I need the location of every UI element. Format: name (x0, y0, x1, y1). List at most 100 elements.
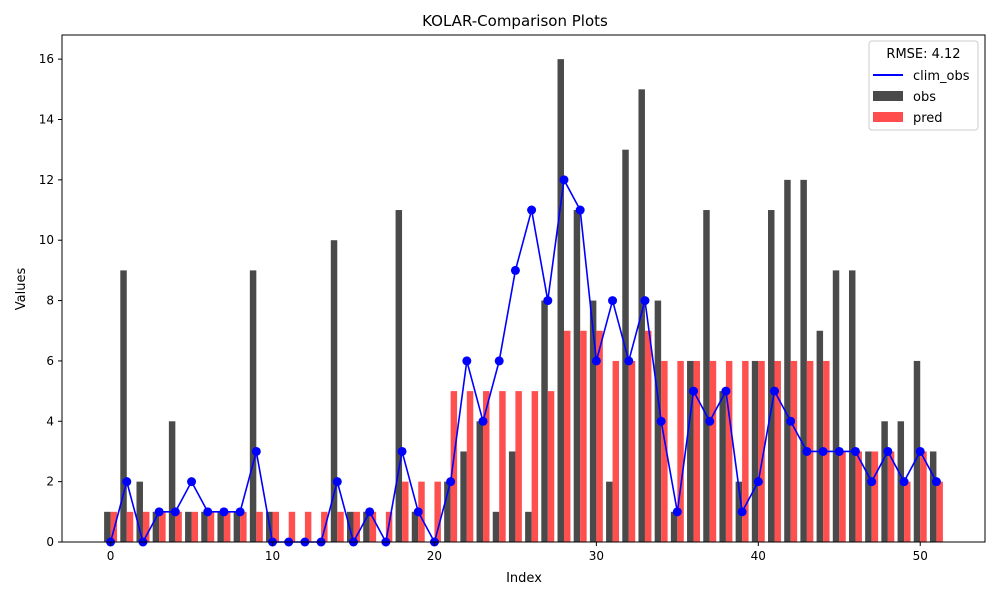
obs-bar (751, 360, 759, 542)
y-tick-label: 8 (46, 294, 54, 308)
pred-bar (661, 360, 668, 542)
y-tick-label: 14 (39, 113, 54, 127)
clim_obs-point (527, 205, 537, 215)
obs-bar (395, 210, 403, 543)
obs-bar (201, 511, 208, 542)
clim_obs-point (122, 477, 132, 487)
obs-bar (136, 481, 143, 542)
clim_obs-point (672, 507, 682, 517)
obs-bar (525, 511, 532, 542)
pred-bar (855, 451, 862, 542)
obs-bar (120, 270, 127, 542)
clim_obs-point (850, 446, 860, 456)
pred-bar (709, 360, 717, 542)
clim_obs-point (899, 477, 909, 487)
clim_obs-point (721, 386, 731, 396)
clim_obs-point (332, 477, 342, 487)
clim_obs-point (802, 446, 812, 456)
clim_obs-point (656, 416, 666, 426)
pred-bar (839, 451, 846, 542)
pred-bar (612, 360, 620, 542)
y-tick-label: 0 (46, 535, 54, 549)
obs-bar (363, 511, 370, 542)
obs-bar (217, 511, 224, 542)
clim_obs-point (753, 477, 763, 487)
obs-bar (104, 511, 111, 542)
clim_obs-point (834, 446, 844, 456)
pred-bar (563, 330, 571, 542)
pred-bar (256, 511, 263, 542)
obs-bar (589, 300, 597, 542)
clim_obs-point (397, 446, 407, 456)
pred-bar (159, 511, 166, 542)
clim_obs-point (235, 507, 245, 517)
obs-bar (557, 59, 564, 542)
obs-bar (573, 210, 581, 543)
x-tick-label: 40 (751, 549, 766, 563)
obs-bar (816, 330, 824, 542)
x-tick-label: 50 (913, 549, 928, 563)
pred-bar (142, 511, 150, 542)
obs-bar (784, 179, 791, 543)
obs-bar (703, 210, 710, 543)
clim_obs-line (109, 177, 938, 545)
pred-bar (466, 391, 474, 542)
obs-bar (233, 511, 241, 542)
pred-bar (677, 360, 684, 542)
x-axis: 0 10 20 30 40 50 (107, 542, 928, 563)
pred-bar (191, 511, 199, 542)
obs-bar (865, 451, 872, 542)
chart-title: KOLAR-Comparison Plots (422, 12, 608, 30)
pred-bar (402, 481, 409, 542)
clim_obs-point (446, 477, 456, 487)
x-tick-label: 20 (427, 549, 442, 563)
legend-label-pred: pred (913, 111, 943, 126)
clim_obs-point (883, 446, 893, 456)
obs-bar (476, 421, 484, 542)
clim_obs-point (170, 507, 180, 517)
pred-bar (725, 360, 733, 542)
legend-label-clim_obs: clim_obs (913, 69, 970, 84)
pred-bar (223, 511, 231, 542)
pred-bar (531, 391, 539, 542)
clim_obs-point (413, 507, 423, 517)
clim_obs-point (640, 296, 650, 306)
clim_obs-point (219, 507, 229, 517)
bars-layer (104, 59, 943, 543)
clim_obs-point (689, 386, 699, 396)
clim_obs-point (575, 205, 585, 215)
pred-bar (207, 511, 215, 542)
clim_obs-point (543, 296, 553, 306)
line-layer (106, 175, 941, 547)
pred-bar (580, 330, 587, 542)
clim_obs-point (867, 477, 877, 487)
y-tick-label: 10 (39, 233, 54, 247)
clim_obs-point (915, 446, 925, 456)
x-axis-label: Index (506, 571, 542, 586)
pred-bar (790, 360, 798, 542)
clim_obs-point (187, 477, 197, 487)
x-tick-label: 30 (589, 549, 604, 563)
obs-bar (249, 270, 257, 542)
clim_obs-point (608, 296, 618, 306)
obs-bar (541, 300, 548, 542)
pred-bar (871, 451, 879, 542)
obs-bar (508, 451, 516, 542)
y-axis-label: Values (14, 268, 29, 311)
pred-bar (515, 391, 522, 542)
pred-bar (337, 511, 344, 542)
pred-bar (288, 511, 296, 542)
pred-bar (499, 391, 506, 542)
pred-bar (434, 481, 441, 542)
pred-bar (758, 360, 765, 542)
clim_obs-point (786, 416, 796, 426)
clim_obs-point (931, 477, 941, 487)
obs-bar (881, 421, 888, 542)
clim_obs-point (624, 356, 634, 366)
obs-bar (330, 240, 338, 542)
pred-bar (353, 511, 360, 542)
y-axis: 0 2 4 6 8 10 12 14 16 (39, 52, 62, 549)
x-tick-label: 0 (107, 549, 115, 563)
